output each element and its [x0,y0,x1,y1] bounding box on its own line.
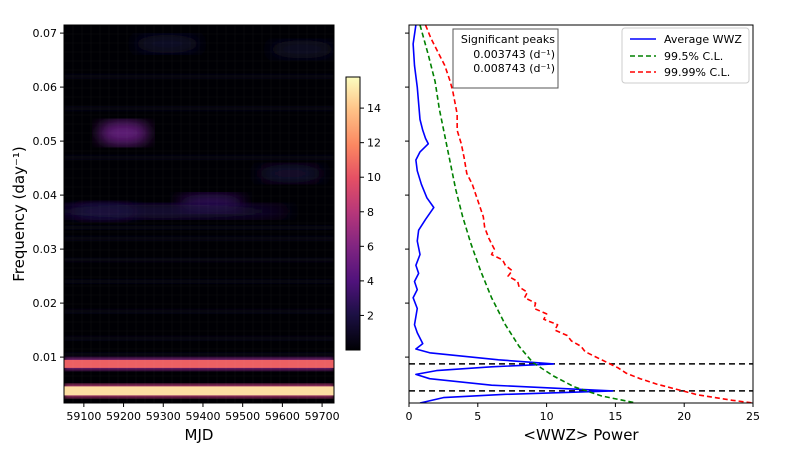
peaks-title: Significant peaks [461,33,555,46]
heatmap-faint-band-0 [64,352,334,357]
heatmap-y-tick-label: 0.06 [33,81,58,94]
heatmap-ridge [64,204,294,219]
significant-peaks-box: Significant peaks 0.003743 (d⁻¹) 0.00874… [452,28,559,89]
colorbar-tick-label: 4 [367,275,374,288]
heatmap-x-label: MJD [185,426,214,444]
colorbar-tick-label: 14 [367,102,381,115]
colorbar-tick-label: 12 [367,137,381,150]
power-x-tick-label: 25 [746,410,760,423]
heatmap-y-tick-label: 0.01 [33,351,58,364]
heatmap-blob-6 [133,34,202,53]
heatmap-y-tick-label: 0.07 [33,27,58,40]
heatmap-x-ticks: 59100 59200 59300 59400 59500 59600 59700 [66,403,340,423]
heatmap-x-tick-label: 59600 [265,410,300,423]
heatmap-y-tick-label: 0.03 [33,243,58,256]
power-x-tick-label: 15 [608,410,622,423]
heatmap-y-tick-label: 0.05 [33,135,58,148]
heatmap-y-label: Frequency (day⁻¹) [10,146,28,281]
power-x-tick-label: 10 [540,410,554,423]
heatmap-blob-5 [256,164,325,183]
heatmap-faint-band-1 [64,336,334,341]
heatmap-faint-band-7 [64,155,334,160]
heatmap-faint-band-5 [64,236,334,241]
heatmap-frame [63,24,335,404]
heatmap-faint-band-9 [64,74,334,79]
colorbar-tick-label: 10 [367,171,381,184]
heatmap-x-tick-label: 59500 [225,410,260,423]
heatmap-x-tick-label: 59200 [106,410,141,423]
colorbar-gradient [346,77,360,350]
power-x-tick-label: 0 [406,410,413,423]
heatmap-band-0 [64,386,334,396]
peak-value-1: 0.003743 (d⁻¹) [473,48,555,61]
heatmap-x-tick-label: 59400 [185,410,220,423]
heatmap-y-tick-label: 0.02 [33,297,58,310]
legend-frame [621,27,750,84]
colorbar-tick-label: 2 [367,309,374,322]
heatmap-y-ticks: 0.01 0.02 0.03 0.04 0.05 0.06 0.07 [33,27,64,364]
series-99-99-c-l [424,25,753,403]
series-99-5-c-l [419,25,637,403]
power-x-ticks: 0 5 10 15 20 25 [406,403,760,423]
colorbar-tick-label: 6 [367,240,374,253]
power-x-label: <WWZ> Power [523,426,639,444]
heatmap-blob-7 [268,40,334,59]
heatmap-faint-band-4 [64,257,334,262]
power-plot-frame [408,24,754,404]
heatmap-faint-band-2 [64,309,334,314]
peak-value-2: 0.008743 (d⁻¹) [473,62,555,75]
heatmap-faint-band-6 [64,225,334,230]
peaks-box-frame [452,28,559,89]
heatmap-blob-2 [97,121,150,145]
heatmap-band-1 [64,359,334,368]
wwz-heatmap [63,24,335,404]
heatmap-x-tick-label: 59100 [66,410,101,423]
legend-label-average-wwz: Average WWZ [664,33,742,46]
colorbar: 2 4 6 8 10 12 14 [345,76,381,351]
series-average-wwz [412,25,614,403]
power-x-tick-label: 20 [677,410,691,423]
heatmap-faint-band-8 [64,106,334,111]
heatmap-x-tick-label: 59700 [305,410,340,423]
power-x-tick-label: 5 [474,410,481,423]
heatmap-y-tick-label: 0.04 [33,189,58,202]
legend-label-995: 99.5% C.L. [664,50,723,63]
colorbar-tick-label: 8 [367,206,374,219]
power-y-ticks [405,32,409,358]
legend: Average WWZ 99.5% C.L. 99.99% C.L. [621,27,750,84]
legend-label-9999: 99.99% C.L. [664,66,730,79]
colorbar-frame [345,76,361,351]
heatmap-faint-band-3 [64,279,334,284]
heatmap-x-tick-label: 59300 [146,410,181,423]
